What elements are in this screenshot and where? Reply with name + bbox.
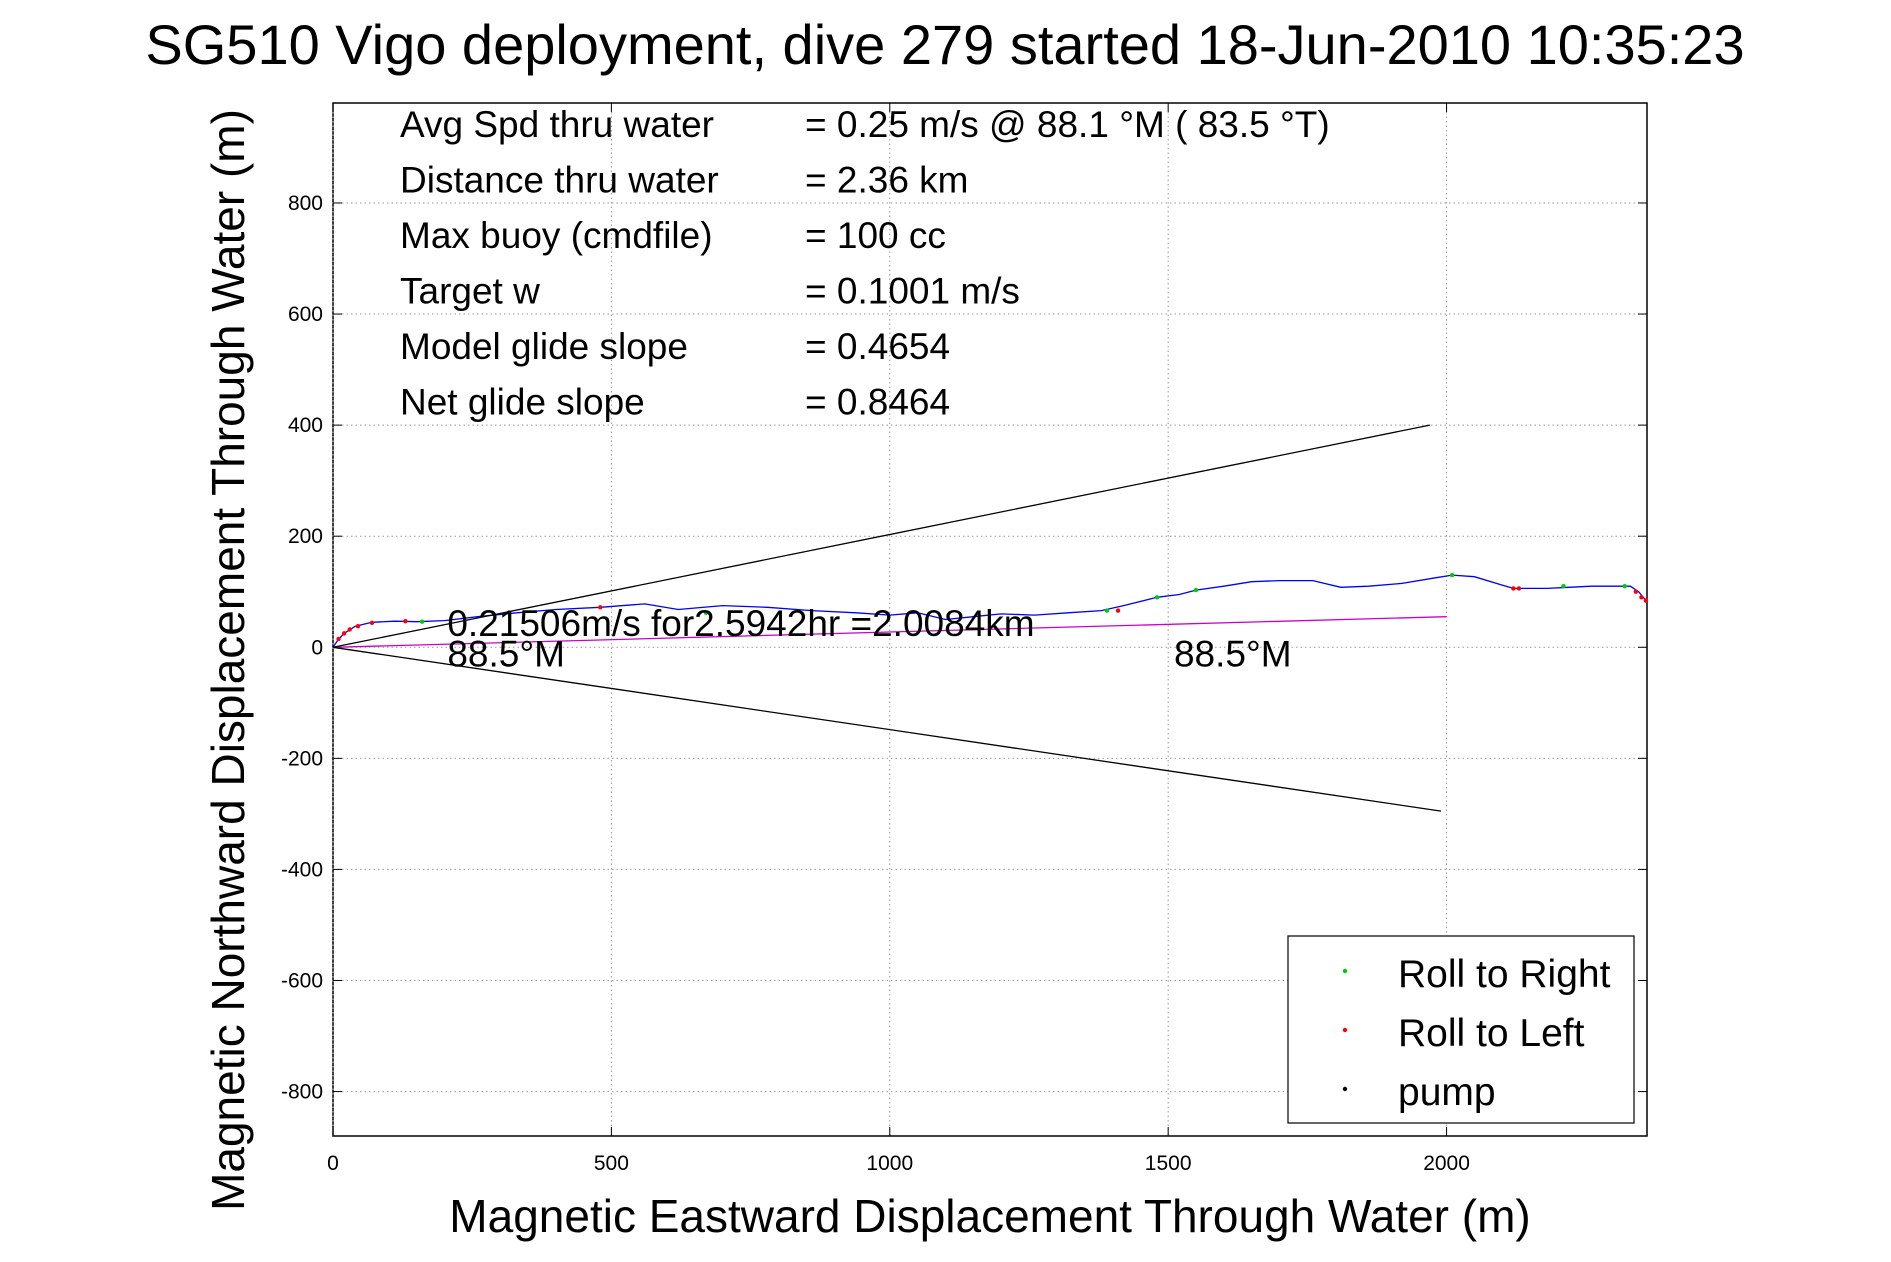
legend: Roll to Right Roll to Left pump [1287,935,1635,1124]
info-value: = 0.25 m/s @ 88.1 °M ( 83.5 °T) [805,104,1330,145]
marker-point-1 [347,627,352,632]
y-tick-label: -800 [281,1081,323,1104]
series-line-3 [332,424,1431,648]
marker-point-1 [369,620,375,626]
marker-point-2 [1193,587,1199,593]
marker-point-2 [1449,572,1455,578]
y-axis-label: Magnetic Northward Displacement Through … [202,109,254,1211]
info-label: Avg Spd thru water [400,104,714,145]
y-tick-label: -200 [281,747,323,770]
marker-point-1 [1643,598,1649,603]
marker-point-1 [403,618,408,624]
info-value: = 0.1001 m/s [805,271,1020,312]
y-tick-label: -600 [281,969,323,992]
marker-point-1 [1633,589,1639,594]
marker-point-1 [598,605,603,610]
info-value: = 100 cc [805,215,946,256]
series-markers [336,572,1649,642]
legend-marker [1342,1027,1348,1033]
marker-point-2 [1561,583,1566,589]
marker-point-2 [703,610,709,616]
y-tick-label: 400 [288,414,323,437]
info-label: Net glide slope [400,382,645,423]
info-label: Distance thru water [400,160,719,201]
x-tick-label: 500 [594,1152,629,1175]
legend-marker [1342,968,1348,974]
chart-title: SG510 Vigo deployment, dive 279 started … [145,13,1744,76]
y-tick-label: 200 [288,525,323,548]
legend-marker [1342,1086,1348,1092]
legend-entry: Roll to Right [1398,953,1611,996]
marker-point-2 [1104,608,1110,613]
info-value: = 0.4654 [805,326,950,367]
y-axis: -800 -600 -400 -200 0 200 400 600 800 [281,192,1647,1104]
marker-point-2 [1622,583,1627,589]
legend-entry: pump [1398,1071,1496,1114]
info-value: = 2.36 km [805,160,969,201]
marker-point-1 [1516,586,1522,591]
info-label: Max buoy (cmdfile) [400,215,713,256]
info-label: Target w [400,271,540,312]
marker-point-1 [355,623,361,629]
annotation-text: 0.21506m/s for2.5942hr =2.0084km [447,603,1034,644]
marker-point-2 [419,619,425,624]
y-tick-label: 800 [288,192,323,215]
y-tick-label: -400 [281,858,323,881]
x-tick-label: 0 [327,1152,339,1175]
annotation-text: 88.5°M [447,634,565,675]
info-value: = 0.8464 [805,382,950,423]
marker-point-1 [341,631,347,636]
x-tick-label: 1000 [866,1152,913,1175]
marker-point-1 [1115,608,1121,613]
info-box: Avg Spd thru water = 0.25 m/s @ 88.1 °M (… [400,104,1330,423]
x-axis: 0 500 1000 1500 2000 [327,103,1470,1175]
marker-point-2 [1154,595,1160,600]
x-axis-label: Magnetic Eastward Displacement Through W… [449,1190,1530,1242]
x-tick-label: 2000 [1423,1152,1470,1175]
info-label: Model glide slope [400,326,688,367]
series-line-2 [332,616,1447,648]
marker-point-1 [1511,586,1516,591]
y-tick-label: 0 [311,636,323,659]
x-tick-label: 1500 [1145,1152,1192,1175]
annotation-text: 88.5°M [1174,634,1292,675]
marker-point-1 [336,636,341,642]
marker-point-1 [1639,595,1644,600]
y-tick-label: 600 [288,303,323,326]
series-line-4 [332,646,1442,812]
legend-entry: Roll to Left [1398,1012,1585,1055]
